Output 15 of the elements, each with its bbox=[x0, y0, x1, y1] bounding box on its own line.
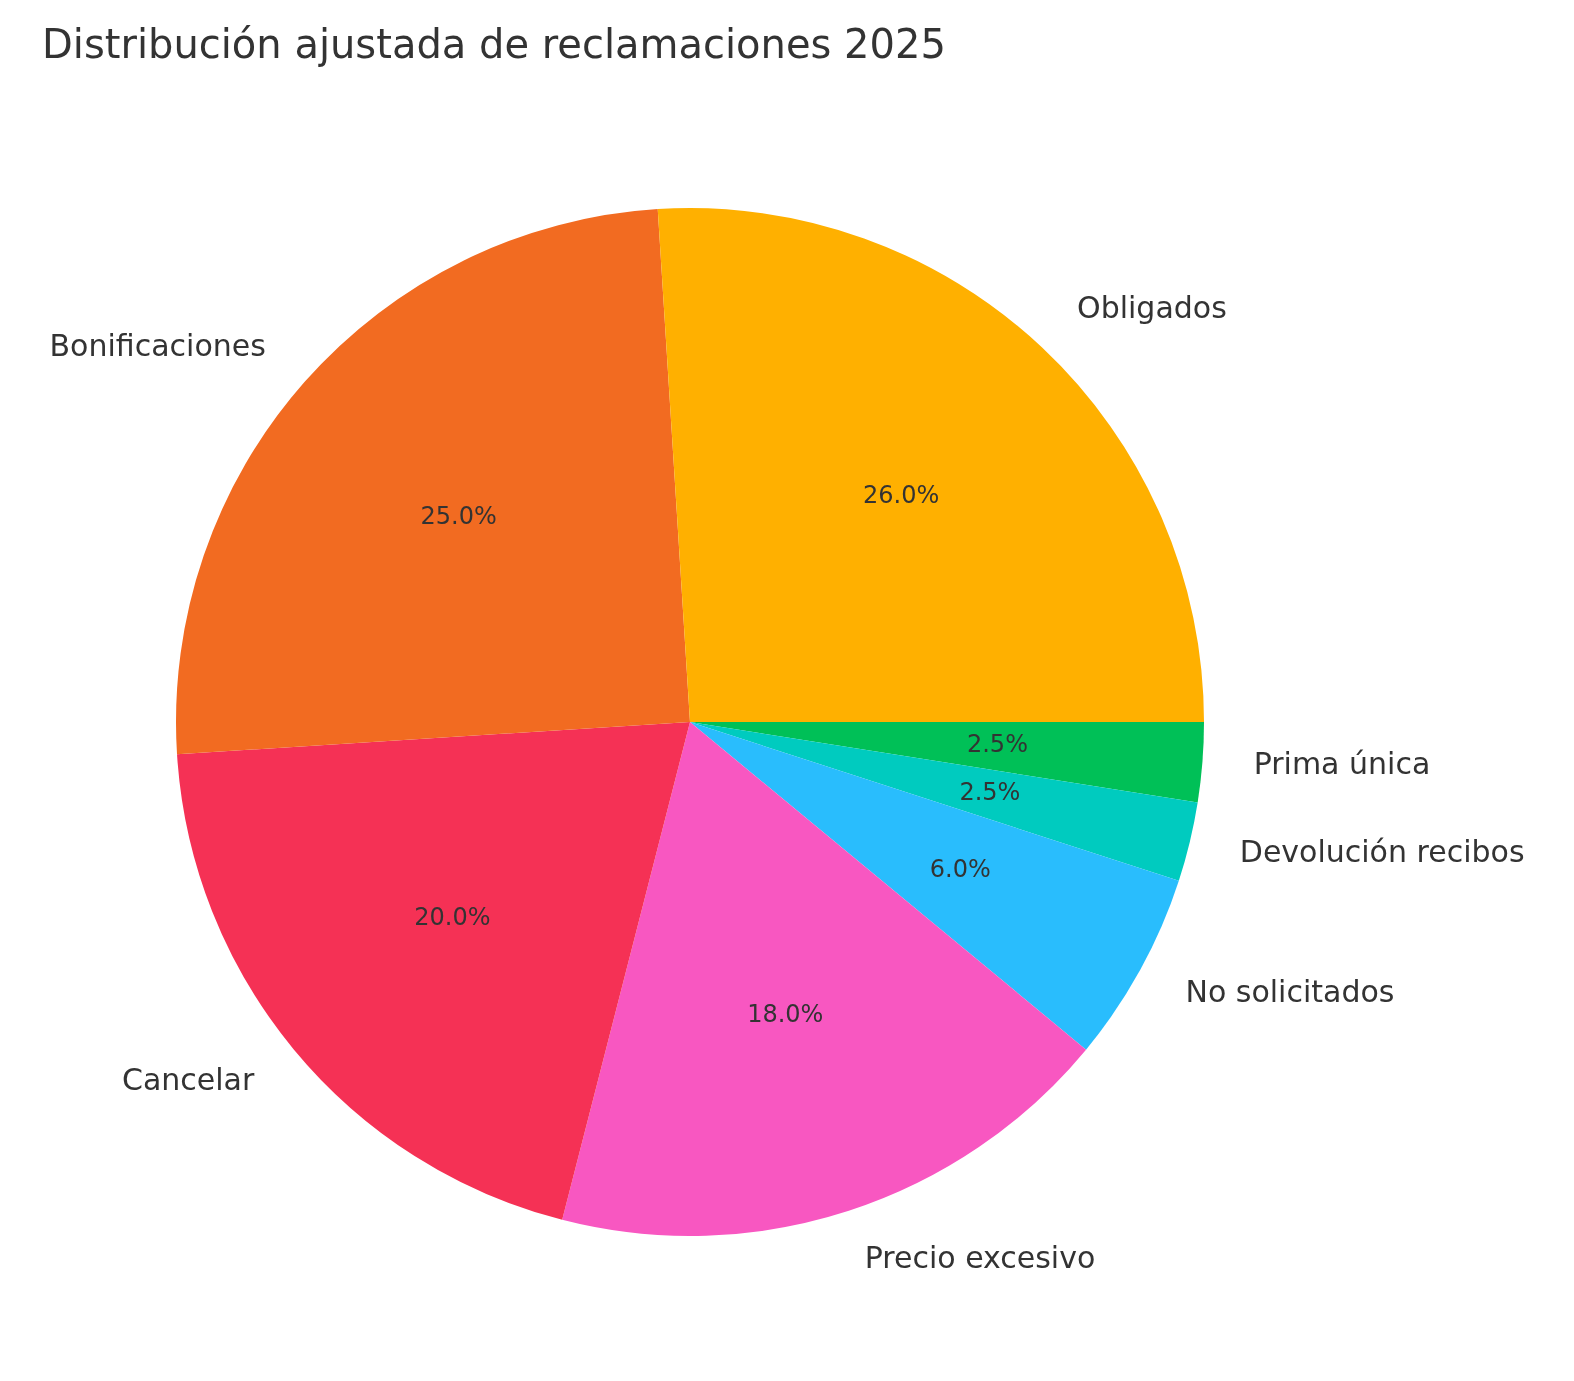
slice-label: Prima única bbox=[1253, 746, 1431, 782]
data-label: 25.0% bbox=[420, 502, 497, 531]
slice-label: No solicitados bbox=[1185, 974, 1395, 1010]
chart-title: Distribución ajustada de reclamaciones 2025 bbox=[42, 21, 946, 68]
data-label: 26.0% bbox=[862, 481, 940, 510]
data-label: 18.0% bbox=[747, 999, 824, 1028]
slice-label: Bonificaciones bbox=[49, 327, 266, 363]
data-label: 20.0% bbox=[414, 902, 491, 931]
slice-label: Precio excesivo bbox=[864, 1239, 1096, 1275]
slice-label: Cancelar bbox=[121, 1062, 256, 1098]
data-label: 2.5% bbox=[959, 778, 1021, 807]
slice-label: Devolución recibos bbox=[1239, 833, 1525, 869]
slice-label: Obligados bbox=[1077, 289, 1227, 325]
data-label: 6.0% bbox=[929, 854, 991, 883]
data-label: 2.5% bbox=[966, 730, 1028, 759]
